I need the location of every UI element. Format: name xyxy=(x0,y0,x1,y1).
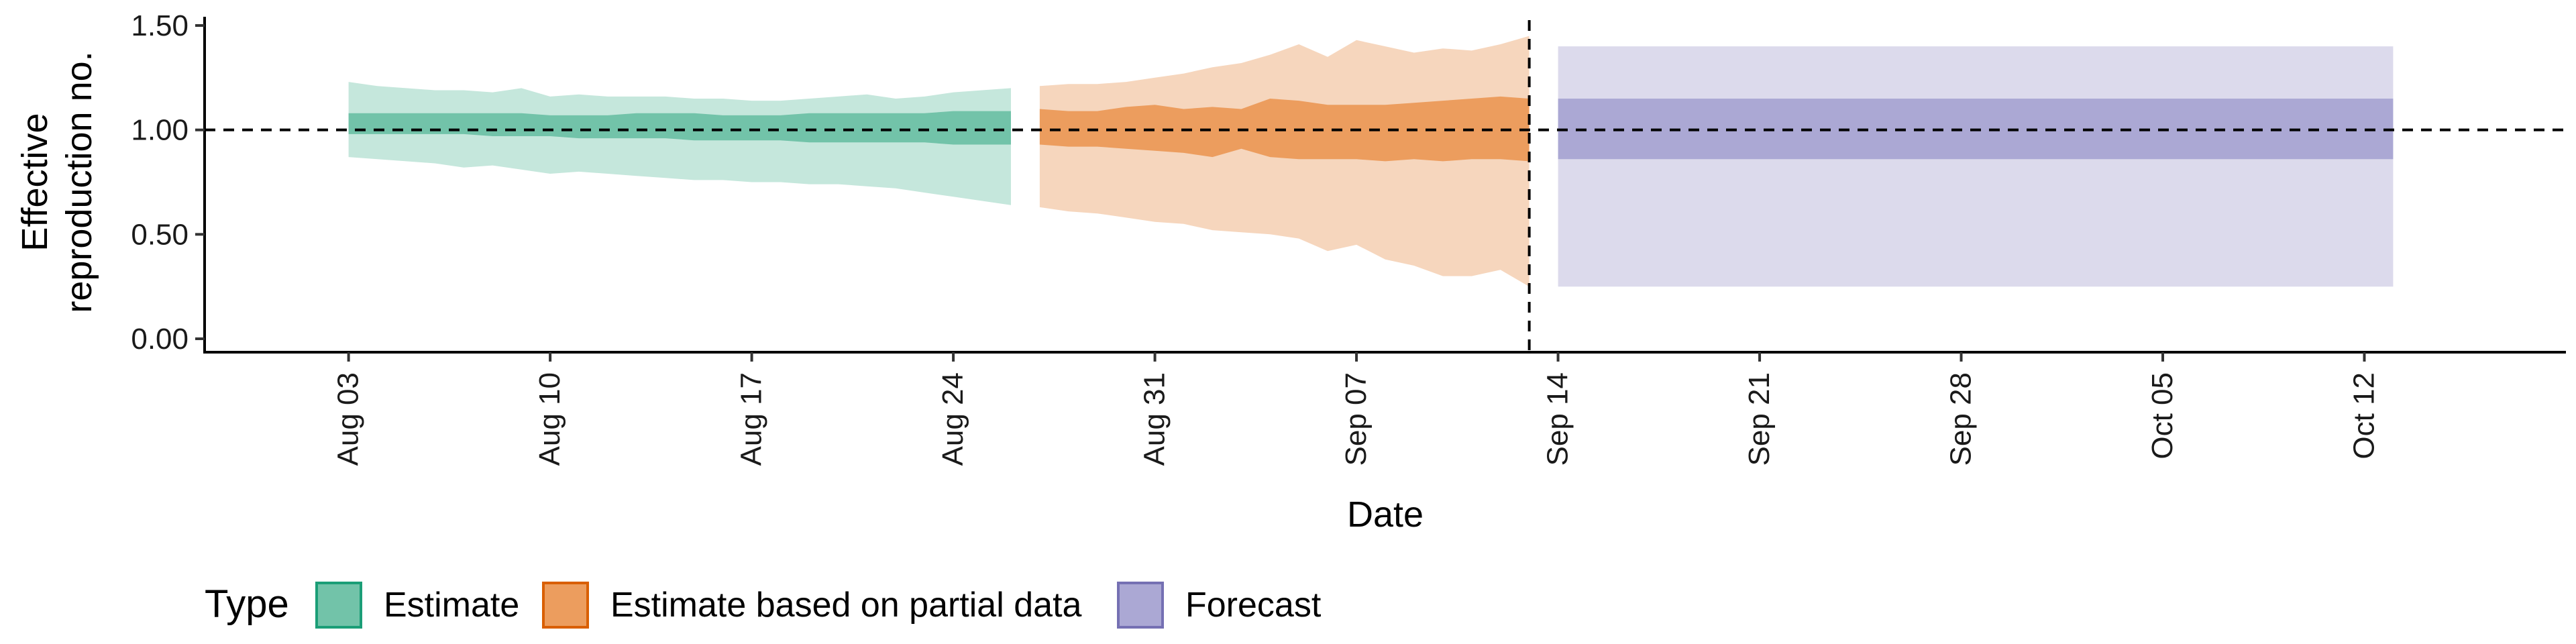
legend-label: Forecast xyxy=(1185,586,1322,625)
x-tick-label: Aug 31 xyxy=(1138,372,1171,466)
x-tick-label: Aug 24 xyxy=(936,372,969,466)
axes: 0.00 0.50 1.00 1.50 Aug 03 Aug 10 Aug 17 Aug 24… xyxy=(15,9,2566,535)
x-tick-label: Aug 17 xyxy=(735,372,768,466)
y-tick-label: 1.50 xyxy=(131,9,189,42)
y-tick-label: 1.00 xyxy=(131,114,189,147)
estimate-inner-band xyxy=(348,111,1011,145)
estimate-based-on-partial-data-outer-band xyxy=(1039,36,1529,287)
y-axis-title-line: reproduction no. xyxy=(59,51,99,313)
y-tick-label: 0.00 xyxy=(131,323,189,356)
legend-swatch xyxy=(542,582,589,629)
y-tick-label: 0.50 xyxy=(131,218,189,251)
x-tick-label: Sep 14 xyxy=(1542,372,1574,466)
legend-swatch xyxy=(315,582,362,629)
x-tick-label: Oct 12 xyxy=(2348,372,2381,460)
legend-label: Estimate based on partial data xyxy=(610,586,1082,625)
y-axis-title: Effective reproduction no. xyxy=(15,51,99,313)
x-axis-title: Date xyxy=(1347,494,1424,535)
legend-label: Estimate xyxy=(384,586,519,625)
x-tick-label: Sep 07 xyxy=(1340,372,1373,466)
legend-swatch xyxy=(1117,582,1164,629)
x-tick-label: Oct 05 xyxy=(2146,372,2179,460)
y-axis-title-line: Effective xyxy=(15,113,55,251)
estimate-outer-band xyxy=(348,82,1011,205)
ribbon-layer xyxy=(348,36,2394,287)
x-tick-label: Aug 03 xyxy=(332,372,365,466)
legend: Type Estimate Estimate based on partial da… xyxy=(205,582,1322,629)
legend-title: Type xyxy=(205,582,289,626)
x-tick-label: Sep 28 xyxy=(1945,372,1978,466)
x-tick-label: Aug 10 xyxy=(533,372,566,466)
x-tick-label: Sep 21 xyxy=(1743,372,1776,466)
forecast-outer-band xyxy=(1558,46,2394,287)
